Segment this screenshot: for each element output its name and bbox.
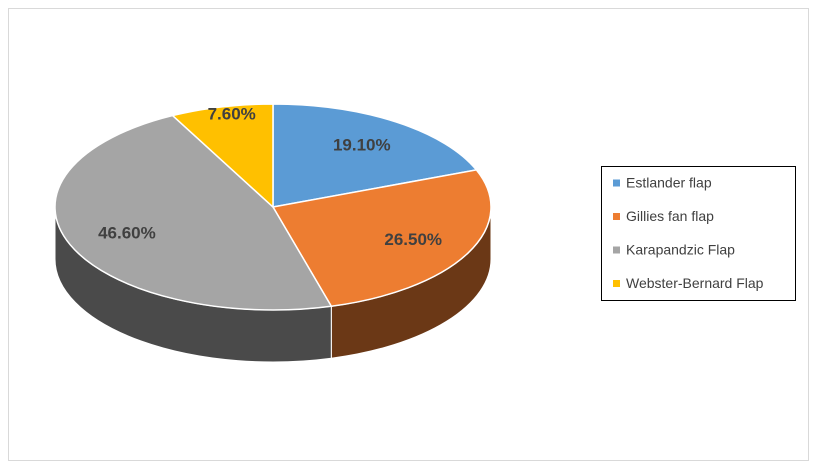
pie-slice xyxy=(54,114,333,311)
data-label: 26.50% xyxy=(384,230,442,249)
legend-box xyxy=(601,166,796,301)
legend-label: Gillies fan flap xyxy=(626,208,714,224)
legend-label: Karapandzic Flap xyxy=(626,242,735,258)
pie: 19.10% 26.50% 46.60% 7.60% xyxy=(54,103,492,363)
legend-swatch xyxy=(613,246,620,254)
legend-swatch xyxy=(613,280,620,287)
data-label: 19.10% xyxy=(333,135,391,154)
data-label: 7.60% xyxy=(208,104,256,123)
pie-slice xyxy=(271,169,492,308)
legend-label: Webster-Bernard Flap xyxy=(626,275,764,291)
legend-swatch xyxy=(613,179,620,187)
legend-label: Estlander flap xyxy=(626,175,712,191)
legend-swatch xyxy=(613,213,620,220)
data-label: 46.60% xyxy=(98,224,156,243)
pie-slice xyxy=(272,103,478,208)
legend: Estlander flap Gillies fan flap Karapandzi… xyxy=(613,175,764,291)
pie-slice xyxy=(171,103,274,209)
